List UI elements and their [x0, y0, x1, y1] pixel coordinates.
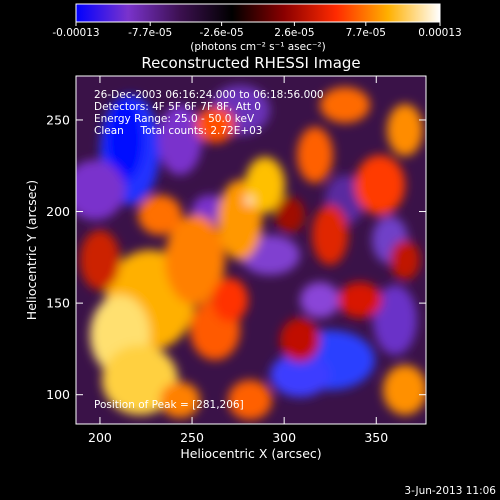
heatmap-blob	[195, 107, 235, 143]
colorbar-tick-label: -0.00013	[52, 27, 99, 39]
annotation-detectors: Detectors: 4F 5F 6F 7F 8F, Att 0	[94, 101, 261, 113]
heatmap-blob	[80, 230, 120, 290]
annotation-energy-range: Energy Range: 25.0 - 50.0 keV	[94, 113, 255, 125]
y-tick-label: 100	[46, 387, 70, 402]
x-tick-label: 300	[272, 430, 296, 445]
heatmap-blob	[312, 205, 348, 265]
heatmap-blob	[160, 382, 200, 418]
heatmap-blob	[76, 160, 125, 220]
heatmap-blob	[320, 87, 370, 123]
colorbar-frame	[75, 3, 441, 23]
heatmap-blob	[373, 285, 417, 355]
heatmap-blob	[270, 353, 330, 397]
heatmap-blob	[338, 282, 382, 318]
annotation-time-range: 26-Dec-2003 06:16:24.000 to 06:18:56.000	[94, 89, 324, 101]
x-axis-label: Heliocentric X (arcsec)	[180, 446, 321, 461]
heatmap-blob	[390, 240, 420, 280]
footer-timestamp: 3-Jun-2013 11:06	[404, 485, 496, 497]
heatmap-blob	[355, 155, 405, 215]
colorbar-ticks: -0.00013 -7.7e-05 -2.6e-05 2.6e-05 7.7e-05 0.…	[52, 22, 462, 39]
x-tick-label: 250	[180, 430, 204, 445]
colorbar-tick-label: 7.7e-05	[346, 27, 386, 39]
y-axis: 100 150 200 250	[46, 112, 426, 402]
x-tick-label: 200	[88, 430, 112, 445]
plot-frame	[75, 75, 427, 425]
colorbar-tick-label: 0.00013	[418, 27, 461, 39]
heatmap-blob	[245, 157, 285, 213]
heatmap-image	[76, 85, 426, 420]
colorbar-tick-label: -2.6e-05	[200, 27, 244, 39]
colorbar-tick: 2.6e-05	[274, 22, 315, 39]
heatmap-blob	[297, 127, 333, 183]
plot-area	[76, 76, 426, 424]
x-tick-label: 350	[364, 430, 388, 445]
annotation-clean-counts: Clean Total counts: 2.72E+03	[94, 125, 263, 137]
x-axis: 200 250 300 350	[88, 76, 388, 445]
heatmap-blob	[383, 365, 426, 415]
peak-marker	[245, 196, 254, 205]
colorbar-tick: -7.7e-05	[128, 22, 172, 39]
heatmap-blob	[228, 380, 272, 420]
colorbar-unit-label: (photons cm⁻² s⁻¹ asec⁻²)	[190, 41, 325, 53]
colorbar-tick-label: -7.7e-05	[128, 27, 172, 39]
y-tick-label: 150	[46, 296, 70, 311]
heatmap-blob	[107, 100, 143, 180]
heatmap-blob	[212, 278, 248, 322]
heatmap-blob	[275, 197, 305, 233]
colorbar-tick: -0.00013	[52, 22, 100, 39]
heatmap-blob	[300, 282, 340, 318]
heatmap-blob	[102, 345, 178, 415]
heatmap-blob	[158, 105, 202, 175]
colorbar-tick: -2.6e-05	[200, 22, 244, 39]
colorbar	[76, 4, 440, 22]
y-tick-label: 200	[46, 204, 70, 219]
colorbar-tick: 0.00013	[418, 22, 462, 39]
heatmap-blob	[280, 318, 320, 362]
heatmap-blob	[387, 104, 423, 156]
y-axis-label: Heliocentric Y (arcsec)	[24, 180, 39, 320]
heatmap-blob	[165, 215, 225, 305]
y-tick-label: 250	[46, 112, 70, 127]
peak-position-label: Position of Peak = [281,206]	[94, 399, 244, 411]
heatmap-blob	[138, 195, 182, 235]
colorbar-tick: 7.7e-05	[346, 22, 386, 39]
chart-title: Reconstructed RHESSI Image	[141, 54, 360, 72]
colorbar-tick-label: 2.6e-05	[274, 27, 314, 39]
